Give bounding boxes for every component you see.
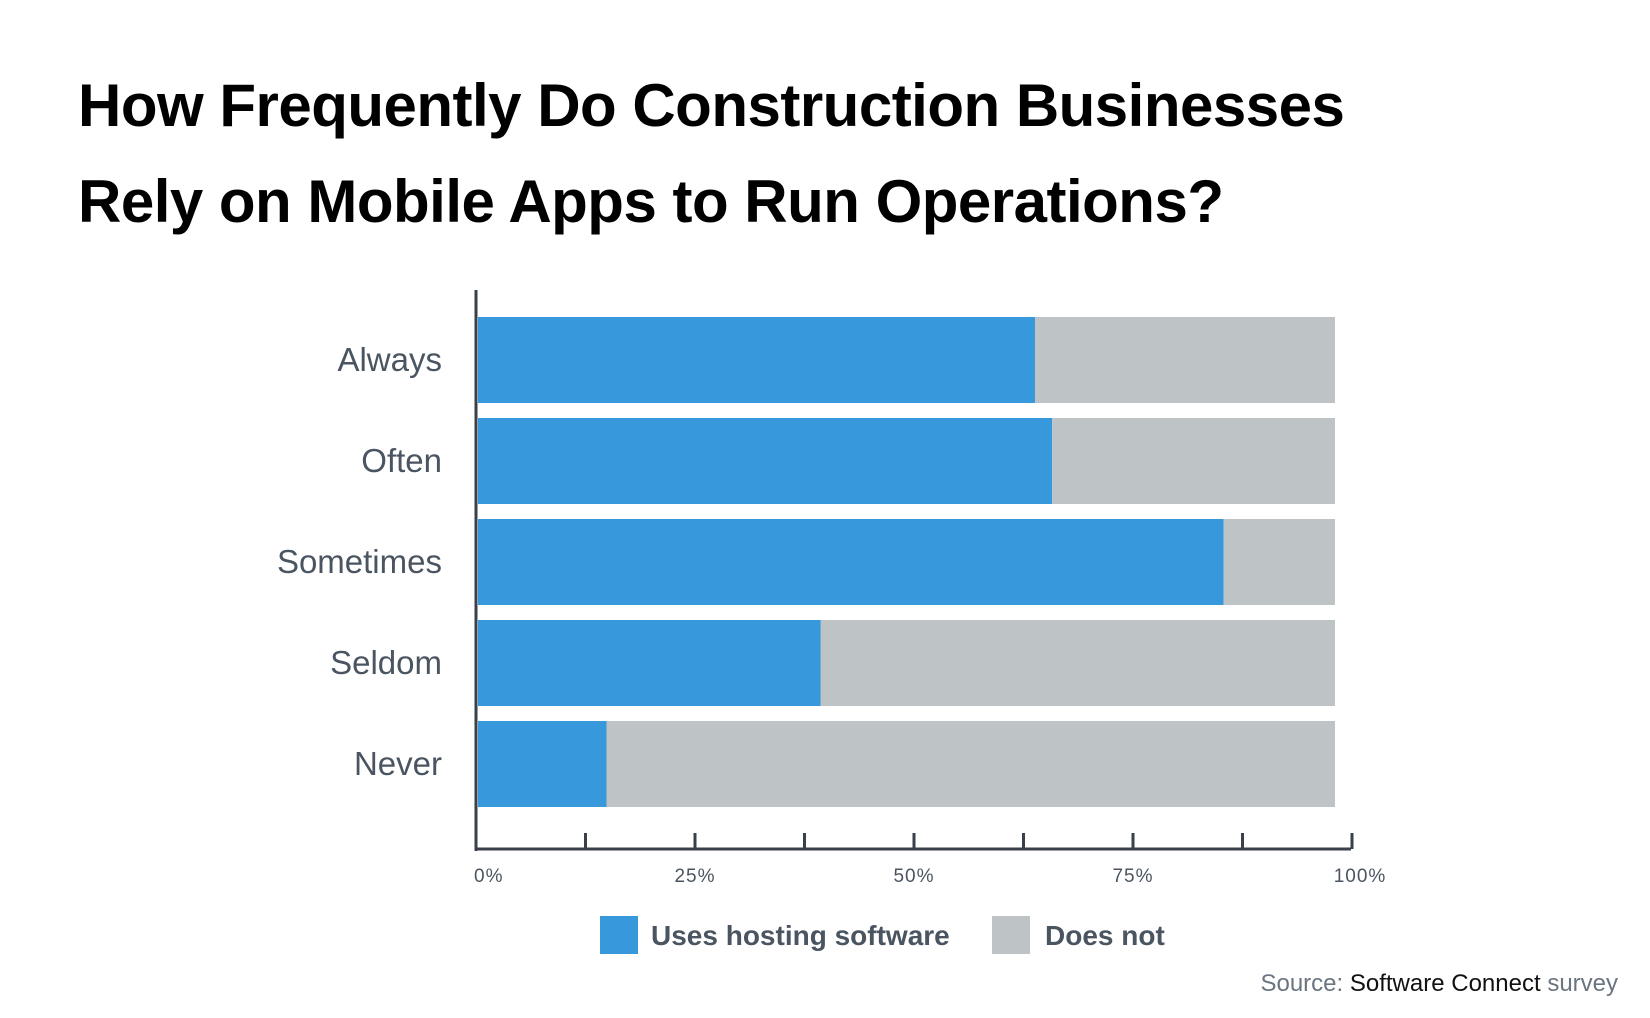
bars-group (478, 317, 1335, 807)
legend-label-does-not: Does not (1045, 920, 1165, 951)
x-tick-label: 25% (674, 866, 715, 887)
bar-sometimes-uses (478, 519, 1224, 605)
source-note: Source: Software Connect survey (1260, 970, 1618, 998)
x-tick-label: 100% (1334, 866, 1387, 887)
legend-swatch-uses (600, 916, 638, 954)
category-label-never: Never (354, 745, 442, 782)
x-tick-label: 75% (1112, 866, 1153, 887)
source-prefix: Source: (1260, 970, 1344, 997)
bar-seldom-uses (478, 620, 821, 706)
chart-title-line-1: How Frequently Do Construction Businesse… (78, 72, 1345, 139)
legend-label-uses: Uses hosting software (651, 920, 950, 951)
legend: Uses hosting software Does not (600, 916, 1165, 954)
x-tick-label: 50% (893, 866, 934, 887)
chart-title: How Frequently Do Construction Businesse… (78, 58, 1578, 250)
x-tick-label: 0% (474, 866, 503, 887)
bar-sometimes-does-not (1223, 519, 1335, 605)
source-suffix: survey (1547, 970, 1618, 997)
x-tick-labels: 0% 25% 50% 75% 100% (474, 866, 1387, 887)
bar-often-uses (478, 418, 1053, 504)
legend-swatch-does-not (992, 916, 1030, 954)
bar-always-does-not (1035, 317, 1335, 403)
category-label-seldom: Seldom (330, 644, 442, 681)
bar-always-uses (478, 317, 1036, 403)
category-label-often: Often (361, 442, 442, 479)
chart-title-line-2: Rely on Mobile Apps to Run Operations? (78, 168, 1224, 235)
source-name: Software Connect (1349, 970, 1541, 997)
category-label-always: Always (337, 341, 442, 378)
bar-never-does-not (606, 721, 1335, 807)
bar-never-uses (478, 721, 607, 807)
bar-seldom-does-not (820, 620, 1335, 706)
bar-often-does-not (1052, 418, 1335, 504)
x-tick-marks (584, 833, 1354, 849)
category-labels: Always Often Sometimes Seldom Never (277, 341, 442, 782)
category-label-sometimes: Sometimes (277, 543, 442, 580)
